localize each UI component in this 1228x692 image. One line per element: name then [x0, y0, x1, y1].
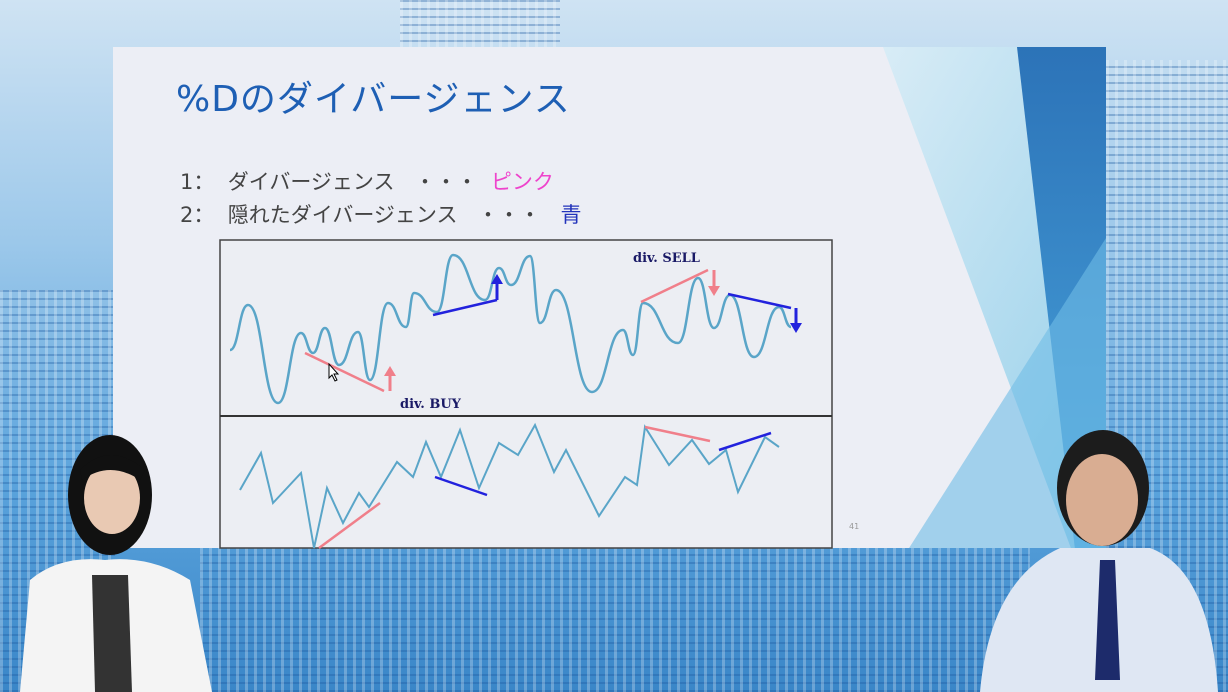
- slide-title: %Dのダイバージェンス: [176, 79, 571, 120]
- item-number: 1：: [180, 170, 215, 194]
- divergence-line: [644, 425, 711, 443]
- price-line: [239, 422, 780, 549]
- slide-number: 41: [849, 522, 860, 531]
- background-building: [400, 0, 560, 50]
- diagram-frame: [219, 239, 833, 549]
- div-sell-label: div. SELL: [633, 251, 700, 266]
- presenter-woman: [20, 435, 212, 692]
- item-color-word: ピンク: [490, 170, 554, 194]
- item-label: ダイバージェンス: [227, 170, 395, 194]
- item-dots: ・・・: [414, 170, 478, 194]
- percent-d-line: [229, 253, 792, 405]
- list-item: 1： ダイバージェンス ・・・ ピンク: [180, 166, 554, 196]
- div-buy-label: div. BUY: [400, 397, 462, 412]
- divergence-line: [318, 501, 381, 550]
- divergence-line: [727, 292, 792, 310]
- divergence-line: [640, 268, 709, 304]
- hidden-buy-arrow-icon-head: [491, 274, 503, 284]
- mouse-cursor-icon: [328, 362, 340, 382]
- divergence-line: [718, 431, 772, 452]
- item-number: 2：: [180, 203, 215, 227]
- divergence-line: [432, 298, 498, 317]
- hidden-sell-arrow-icon-head: [790, 323, 802, 333]
- sell-arrow-icon-head: [708, 286, 720, 296]
- presenter-man: [980, 430, 1218, 692]
- item-color-word: 青: [560, 203, 582, 227]
- background-building: [200, 548, 1030, 692]
- item-dots: ・・・: [477, 203, 541, 227]
- list-item: 2： 隠れたダイバージェンス ・・・ 青: [180, 199, 582, 229]
- divergence-line: [434, 475, 488, 497]
- buy-arrow-icon-head: [384, 366, 396, 376]
- item-label: 隠れたダイバージェンス: [227, 203, 458, 227]
- divergence-line: [304, 351, 385, 393]
